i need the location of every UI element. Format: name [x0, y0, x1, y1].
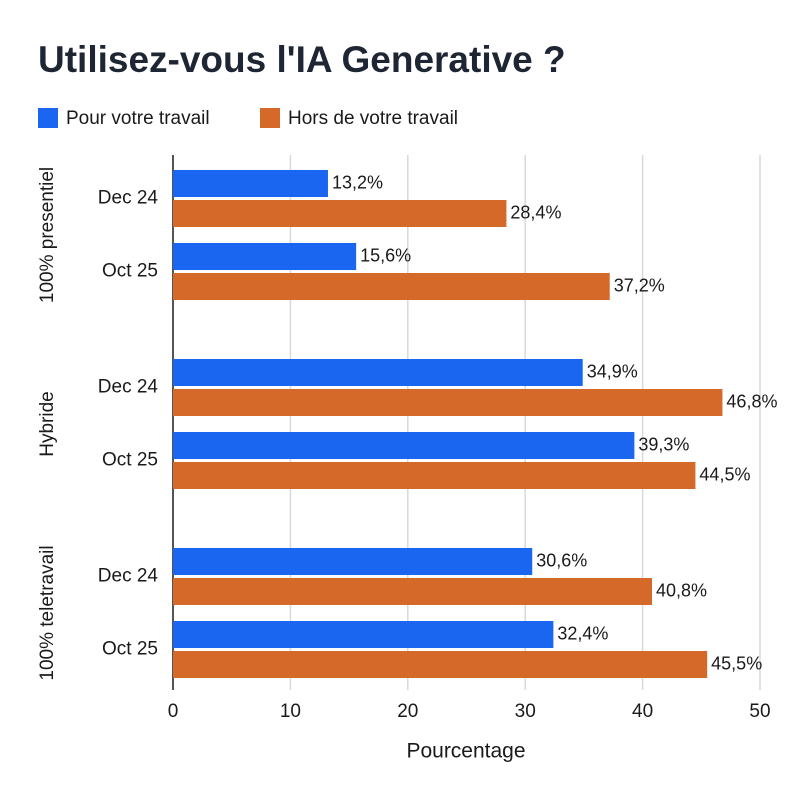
bar [173, 432, 635, 459]
bar [173, 651, 708, 678]
y-tick-label: Oct 25 [102, 639, 158, 660]
value-label: 45,5% [711, 653, 762, 673]
y-tick-label: Dec 24 [98, 188, 159, 209]
x-tick-label: 50 [749, 701, 770, 722]
value-label: 34,9% [587, 361, 638, 381]
y-tick-label: Dec 24 [98, 377, 159, 398]
bar [173, 273, 610, 300]
chart-title: Utilisez-vous l'IA Generative ? [38, 39, 566, 80]
legend-label: Hors de votre travail [288, 108, 458, 129]
value-label: 32,4% [557, 623, 608, 643]
legend-swatch [260, 108, 280, 128]
value-label: 37,2% [614, 275, 665, 295]
value-label: 46,8% [726, 391, 777, 411]
group-label: 100% presentiel [37, 167, 58, 303]
value-label: 13,2% [332, 172, 383, 192]
value-label: 28,4% [510, 202, 561, 222]
x-tick-label: 10 [280, 701, 301, 722]
legend-swatch [38, 108, 58, 128]
bar [173, 359, 583, 386]
x-tick-label: 30 [515, 701, 536, 722]
bar [173, 170, 328, 197]
bar [173, 548, 533, 575]
y-tick-label: Oct 25 [102, 450, 158, 471]
value-label: 30,6% [536, 550, 587, 570]
group-label: Hybride [37, 391, 58, 456]
value-label: 44,5% [699, 464, 750, 484]
bar [173, 462, 696, 489]
bar [173, 621, 554, 648]
x-tick-label: 20 [397, 701, 418, 722]
value-label: 39,3% [638, 434, 689, 454]
y-tick-label: Oct 25 [102, 261, 158, 282]
legend-label: Pour votre travail [66, 108, 210, 129]
x-tick-label: 0 [168, 701, 179, 722]
bar [173, 243, 357, 270]
x-tick-label: 40 [632, 701, 653, 722]
group-label: 100% teletravail [37, 545, 58, 680]
bar [173, 200, 507, 227]
bar [173, 389, 723, 416]
bar [173, 578, 652, 605]
value-label: 15,6% [360, 245, 411, 265]
x-axis-label: Pourcentage [406, 740, 525, 763]
y-tick-label: Dec 24 [98, 566, 159, 587]
value-label: 40,8% [656, 580, 707, 600]
